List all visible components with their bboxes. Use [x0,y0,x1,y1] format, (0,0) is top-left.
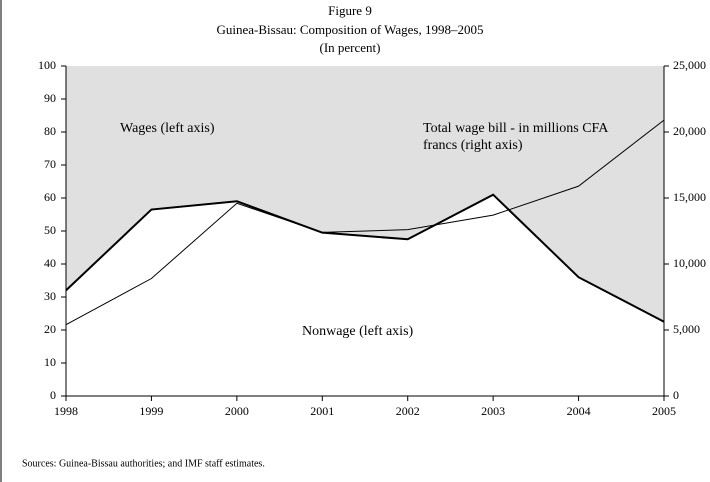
y-tick-label: 0 [50,388,56,402]
y-tick-label: 30 [44,289,56,303]
x-tick-label: 2001 [310,404,334,418]
x-tick-label: 1998 [54,404,78,418]
y-tick-label: 70 [44,157,56,171]
y-tick-label: 80 [44,124,56,138]
chart-subtitle: Guinea-Bissau: Composition of Wages, 199… [216,22,483,37]
y-tick-label: 20 [44,322,56,336]
y2-tick-label: 0 [673,388,679,402]
line-wage-bill [65,119,665,326]
y-tick-label: 10 [44,355,56,369]
wages-label: Wages (left axis) [120,121,215,136]
area-wages [66,66,664,322]
y2-tick-label: 15,000 [673,190,706,204]
x-tick-label: 2003 [481,404,505,418]
y-tick-label: 50 [44,223,56,237]
y-tick-label: 100 [38,58,56,72]
x-tick-label: 2005 [652,404,676,418]
y2-tick-label: 20,000 [673,124,706,138]
y2-tick-label: 25,000 [673,58,706,72]
y-tick-label: 60 [44,190,56,204]
y2-tick-label: 5,000 [673,322,700,336]
y-tick-label: 90 [44,91,56,105]
wage-bill-label: Total wage bill - in millions CFA francs… [423,121,608,153]
nonwage-edge [65,193,665,323]
chart-title: Figure 9 [328,3,372,18]
y-tick-label: 40 [44,256,56,270]
unit-note: (In percent) [320,40,381,55]
x-tick-label: 2000 [225,404,249,418]
nonwage-label: Nonwage (left axis) [302,324,414,339]
source-note: Sources: Guinea-Bissau authorities; and … [22,458,265,469]
y2-tick-label: 10,000 [673,256,706,270]
x-tick-label: 2002 [396,404,420,418]
x-tick-label: 1999 [139,404,163,418]
x-tick-label: 2004 [567,404,591,418]
area-nonwage [66,194,664,396]
